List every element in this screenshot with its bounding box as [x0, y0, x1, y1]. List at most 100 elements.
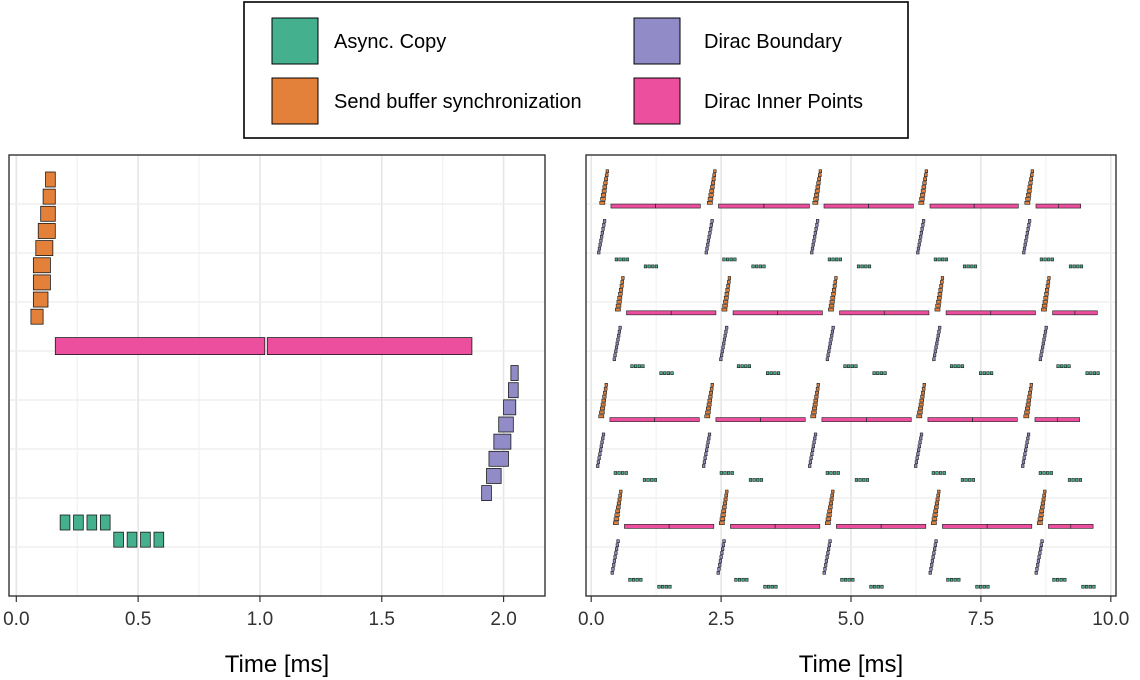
right-dirac-boundary-bar	[1023, 452, 1027, 456]
right-send-sync-bar	[1026, 398, 1032, 403]
right-async-copy-bar	[763, 584, 767, 589]
right-dirac-boundary-bar	[1027, 223, 1031, 227]
right-send-sync-bar	[601, 189, 607, 193]
right-async-copy-bar	[635, 577, 639, 582]
right-dirac-boundary-bar	[610, 570, 614, 575]
right-async-copy-bar	[942, 471, 946, 475]
right-panel-x-axis-title: Time [ms]	[799, 651, 903, 678]
right-async-copy-bar	[727, 471, 731, 475]
right-dirac-boundary-bar	[830, 329, 835, 334]
right-send-sync-bar	[1024, 201, 1031, 205]
right-dirac-boundary-bar	[613, 555, 617, 559]
right-dirac-boundary-bar	[919, 436, 923, 441]
right-send-sync-bar	[1039, 509, 1045, 514]
right-send-sync-bar	[813, 398, 818, 403]
left-panel-grid	[9, 155, 545, 596]
right-send-sync-bar	[813, 197, 819, 201]
right-dirac-boundary-bar	[720, 551, 724, 555]
right-async-copy-bar	[962, 264, 967, 269]
right-async-copy-bar	[634, 364, 638, 369]
right-dirac-boundary-bar	[1039, 547, 1043, 551]
right-async-copy-bar	[970, 264, 974, 269]
right-dirac-boundary-bar	[617, 333, 621, 338]
right-dirac-boundary-bar	[1036, 559, 1041, 563]
right-async-copy-bar	[831, 257, 835, 262]
right-send-sync-bar	[614, 513, 620, 518]
right-dirac-boundary-bar	[702, 464, 706, 468]
right-send-sync-bar	[709, 386, 714, 391]
right-send-sync-bar	[934, 501, 940, 506]
right-dirac-boundary-bar	[612, 563, 616, 567]
right-dirac-boundary-bar	[916, 452, 920, 456]
right-send-sync-bar	[825, 517, 832, 521]
right-dirac-boundary-bar	[935, 337, 940, 342]
right-dirac-boundary-bar	[811, 444, 815, 449]
right-dirac-boundary-bar	[810, 250, 814, 255]
right-send-sync-bar	[707, 197, 714, 201]
right-send-sync-bar	[1038, 513, 1044, 518]
right-dirac-boundary-bar	[827, 349, 831, 354]
right-dirac-inner-bar	[990, 310, 1036, 316]
right-async-copy-bar	[733, 257, 737, 262]
right-dirac-boundary-bar	[914, 464, 918, 468]
right-send-sync-bar	[936, 299, 942, 304]
right-async-copy-bar	[957, 577, 961, 582]
right-async-copy-bar	[651, 264, 655, 269]
right-async-copy-bar	[1072, 264, 1076, 269]
right-send-sync-bar	[618, 291, 623, 296]
legend: Async. Copy Send buffer synchronization …	[243, 1, 909, 139]
right-async-copy-bar	[862, 478, 866, 482]
right-dirac-boundary-bar	[810, 452, 814, 456]
right-async-copy-bar	[838, 257, 842, 262]
right-tick-label: 2.5	[708, 609, 734, 630]
right-async-copy-bar	[736, 364, 741, 369]
right-dirac-boundary-bar	[1040, 349, 1044, 354]
right-dirac-inner-bar	[823, 203, 869, 209]
right-async-copy-bar	[1081, 584, 1085, 589]
right-async-copy-bar	[744, 364, 748, 369]
right-send-sync-bar	[814, 193, 820, 197]
right-async-copy-bar	[836, 471, 840, 475]
right-dirac-inner-bar	[972, 417, 1018, 422]
right-dirac-boundary-bar	[1025, 230, 1030, 235]
right-async-copy-bar	[931, 471, 935, 475]
right-async-copy-bar	[968, 478, 972, 482]
right-send-sync-bar	[1043, 489, 1047, 494]
right-async-copy-bar	[1047, 257, 1051, 262]
right-async-copy-bar	[767, 584, 771, 589]
right-dirac-boundary-bar	[706, 440, 710, 445]
right-send-sync-bar	[922, 181, 927, 185]
right-async-copy-bar	[1078, 478, 1083, 482]
right-dirac-boundary-bar	[1041, 341, 1045, 346]
left-bar-send-buffer-synchronization	[32, 274, 51, 291]
right-dirac-boundary-bar	[935, 341, 939, 346]
right-dirac-boundary-bar	[1044, 325, 1048, 330]
left-tick-label: 0.0	[3, 609, 29, 630]
right-async-copy-bar	[1085, 584, 1089, 589]
left-bar-send-buffer-synchronization	[45, 171, 56, 188]
right-send-sync-bar	[940, 280, 944, 284]
right-dirac-inner-bar	[868, 203, 914, 209]
right-dirac-boundary-bar	[614, 551, 618, 555]
right-send-sync-bar	[601, 398, 606, 403]
right-send-sync-bar	[712, 173, 716, 177]
left-bar-send-buffer-synchronization	[42, 188, 56, 205]
right-dirac-boundary-bar	[706, 238, 711, 243]
right-async-copy-bar	[1071, 478, 1075, 482]
right-async-copy-bar	[1056, 364, 1060, 369]
right-async-copy-bar	[1092, 584, 1096, 589]
right-dirac-boundary-bar	[1026, 432, 1031, 437]
right-async-copy-bar	[833, 471, 837, 475]
right-send-sync-bar	[707, 201, 713, 205]
right-async-copy-bar	[973, 264, 978, 269]
right-dirac-boundary-bar	[720, 349, 724, 354]
right-dirac-boundary-bar	[617, 329, 622, 334]
right-dirac-boundary-bar	[598, 242, 602, 247]
right-send-sync-bar	[718, 521, 725, 525]
right-tick-label: 7.5	[968, 609, 994, 630]
right-send-sync-bar	[1027, 185, 1033, 189]
right-async-copy-bar	[759, 478, 763, 482]
right-dirac-boundary-bar	[719, 555, 723, 559]
right-send-sync-bar	[934, 307, 941, 312]
right-dirac-boundary-bar	[614, 345, 619, 350]
